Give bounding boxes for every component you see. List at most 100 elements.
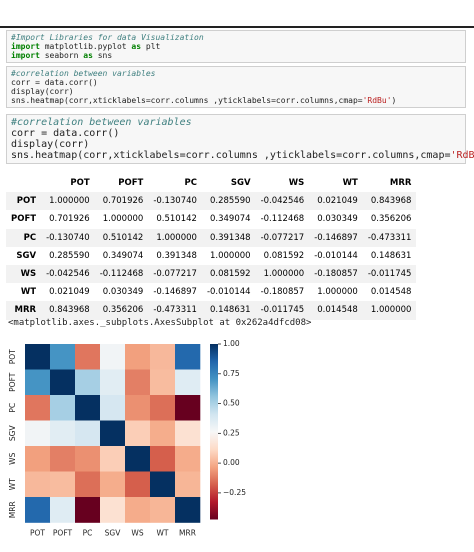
table-row: POFT 0.701926 1.000000 0.510142 0.349074 -0.1… [6,210,416,228]
y-tick-label: WS [8,452,17,464]
code-line: import seaborn as sns [11,51,113,60]
x-tick-label: WS [131,529,143,538]
table-cell: 0.014548 [309,301,363,320]
row-header: POFT [11,214,37,225]
table-cell: 1.000000 [148,228,202,247]
x-tick-label: MRR [179,529,196,538]
table-cell: 0.349074 [102,250,144,261]
heatmap-cell [75,369,101,396]
table-cell: 0.021049 [49,287,90,298]
heatmap-cell [25,344,51,370]
heatmap-cell [25,497,51,523]
heatmap-cell [100,497,126,523]
x-tick-label: SGV [105,529,122,538]
heatmap-cell [50,497,76,523]
table-cell: 0.030349 [317,214,358,225]
table-cell: 0.510142 [156,214,197,225]
table-cell: -0.180857 [260,287,305,298]
heatmap-cell [25,395,51,421]
heatmap-cell [150,369,176,396]
correlation-table: POT POFT PC SGV WS WT MRR POT 1.000000 0.701926 -0… [6,174,417,320]
header-row: POT POFT PC SGV WS WT MRR [6,174,416,192]
table-cell: 1.000000 [210,250,251,261]
y-tick-label: WT [8,478,17,490]
column-header: POT [70,178,90,189]
table-cell: -0.077217 [255,228,310,247]
heatmap-cell [50,395,76,421]
heatmap: POT POFT PC SGV WS WT MRR POT POFT PC SGV WS WT MRR 1.… [8,339,246,538]
heatmap-cell [100,369,126,396]
colorbar-tick-label: 0.00 [223,458,240,467]
table-cell: 0.510142 [94,228,149,247]
y-tick-label: POFT [8,372,17,392]
x-tick-label: POFT [53,529,73,538]
code-line: display(corr) [11,87,74,96]
table-row: MRR 0.843968 0.356206 -0.473311 0.148631 -0.0… [6,301,417,320]
table-cell: -0.011745 [362,264,417,284]
table-cell: -0.011745 [255,301,310,320]
heatmap-cell [25,369,51,396]
table-cell: 1.000000 [255,264,310,284]
colorbar-tick-label: 0.75 [223,369,240,378]
heatmap-cell [125,420,151,447]
table-row: SGV 0.285590 0.349074 0.391348 1.000000 0.081… [6,247,416,265]
heatmap-cell [25,446,51,472]
table-cell: -0.473311 [148,301,202,320]
heatmap-cell [100,446,126,472]
heatmap-cell [75,420,101,447]
table-row: WS -0.042546 -0.112468 -0.077217 0.081592 1.0… [6,264,417,284]
table-cell: -0.180857 [309,264,363,284]
code-cell: #Import Libraries for data Visualization… [6,30,466,63]
row-header: POT [6,192,42,211]
heatmap-cell [175,446,201,472]
x-tick-label: PC [83,529,93,538]
heatmap-cell [150,420,176,447]
corner-cell [6,174,41,192]
column-header: WT [342,178,358,189]
code-line: sns.heatmap(corr,xticklabels=corr.column… [11,150,474,161]
heatmap-cell [75,497,101,523]
heatmap-cell [75,395,101,421]
table-cell: 0.030349 [102,287,144,298]
heatmap-cell [150,395,176,421]
code-line: corr = data.corr() [11,128,120,139]
code-cell: #correlation between variables corr = dat… [6,66,466,108]
x-tick-label: WT [157,529,169,538]
output-text: <matplotlib.axes._subplots.AxesSubplot a… [8,318,312,328]
code-line: import matplotlib.pyplot as plt [11,42,161,51]
table-row: PC -0.130740 0.510142 1.000000 0.391348 -0.07… [6,228,417,247]
heatmap-cell [150,446,176,472]
table-cell: 0.356206 [94,301,149,320]
heatmap-cell [125,344,151,370]
row-header: WT [20,287,37,298]
table-cell: 0.843968 [41,301,95,320]
heatmap-cell [25,420,51,447]
heatmap-cell [100,395,126,421]
table-cell: -0.146897 [309,228,363,247]
code-line: corr = data.corr() [11,78,98,87]
heatmap-cell [100,420,126,447]
heatmap-cell [75,344,101,370]
y-tick-label: MRR [8,501,17,518]
top-bar [0,26,474,28]
table-cell: -0.042546 [255,192,310,211]
table-cell: 0.021049 [309,192,363,211]
table-cell: 1.000000 [102,214,144,225]
colorbar-tick-label: 0.25 [223,428,240,437]
table-cell: 0.081592 [263,250,305,261]
heatmap-cell [25,471,51,498]
code-line: #correlation between variables [11,69,156,78]
column-header: WS [288,178,305,189]
table-cell: -0.146897 [153,287,197,298]
table-cell: 0.843968 [362,192,417,211]
table-cell: -0.112468 [260,214,305,225]
y-tick-label: POT [8,349,17,364]
table-cell: -0.077217 [148,264,202,284]
row-header: SGV [16,250,37,261]
heatmap-cell [75,446,101,472]
heatmap-cell [100,471,126,498]
heatmap-cell [125,446,151,472]
heatmap-cell [175,420,201,447]
table-cell: 0.349074 [210,214,251,225]
